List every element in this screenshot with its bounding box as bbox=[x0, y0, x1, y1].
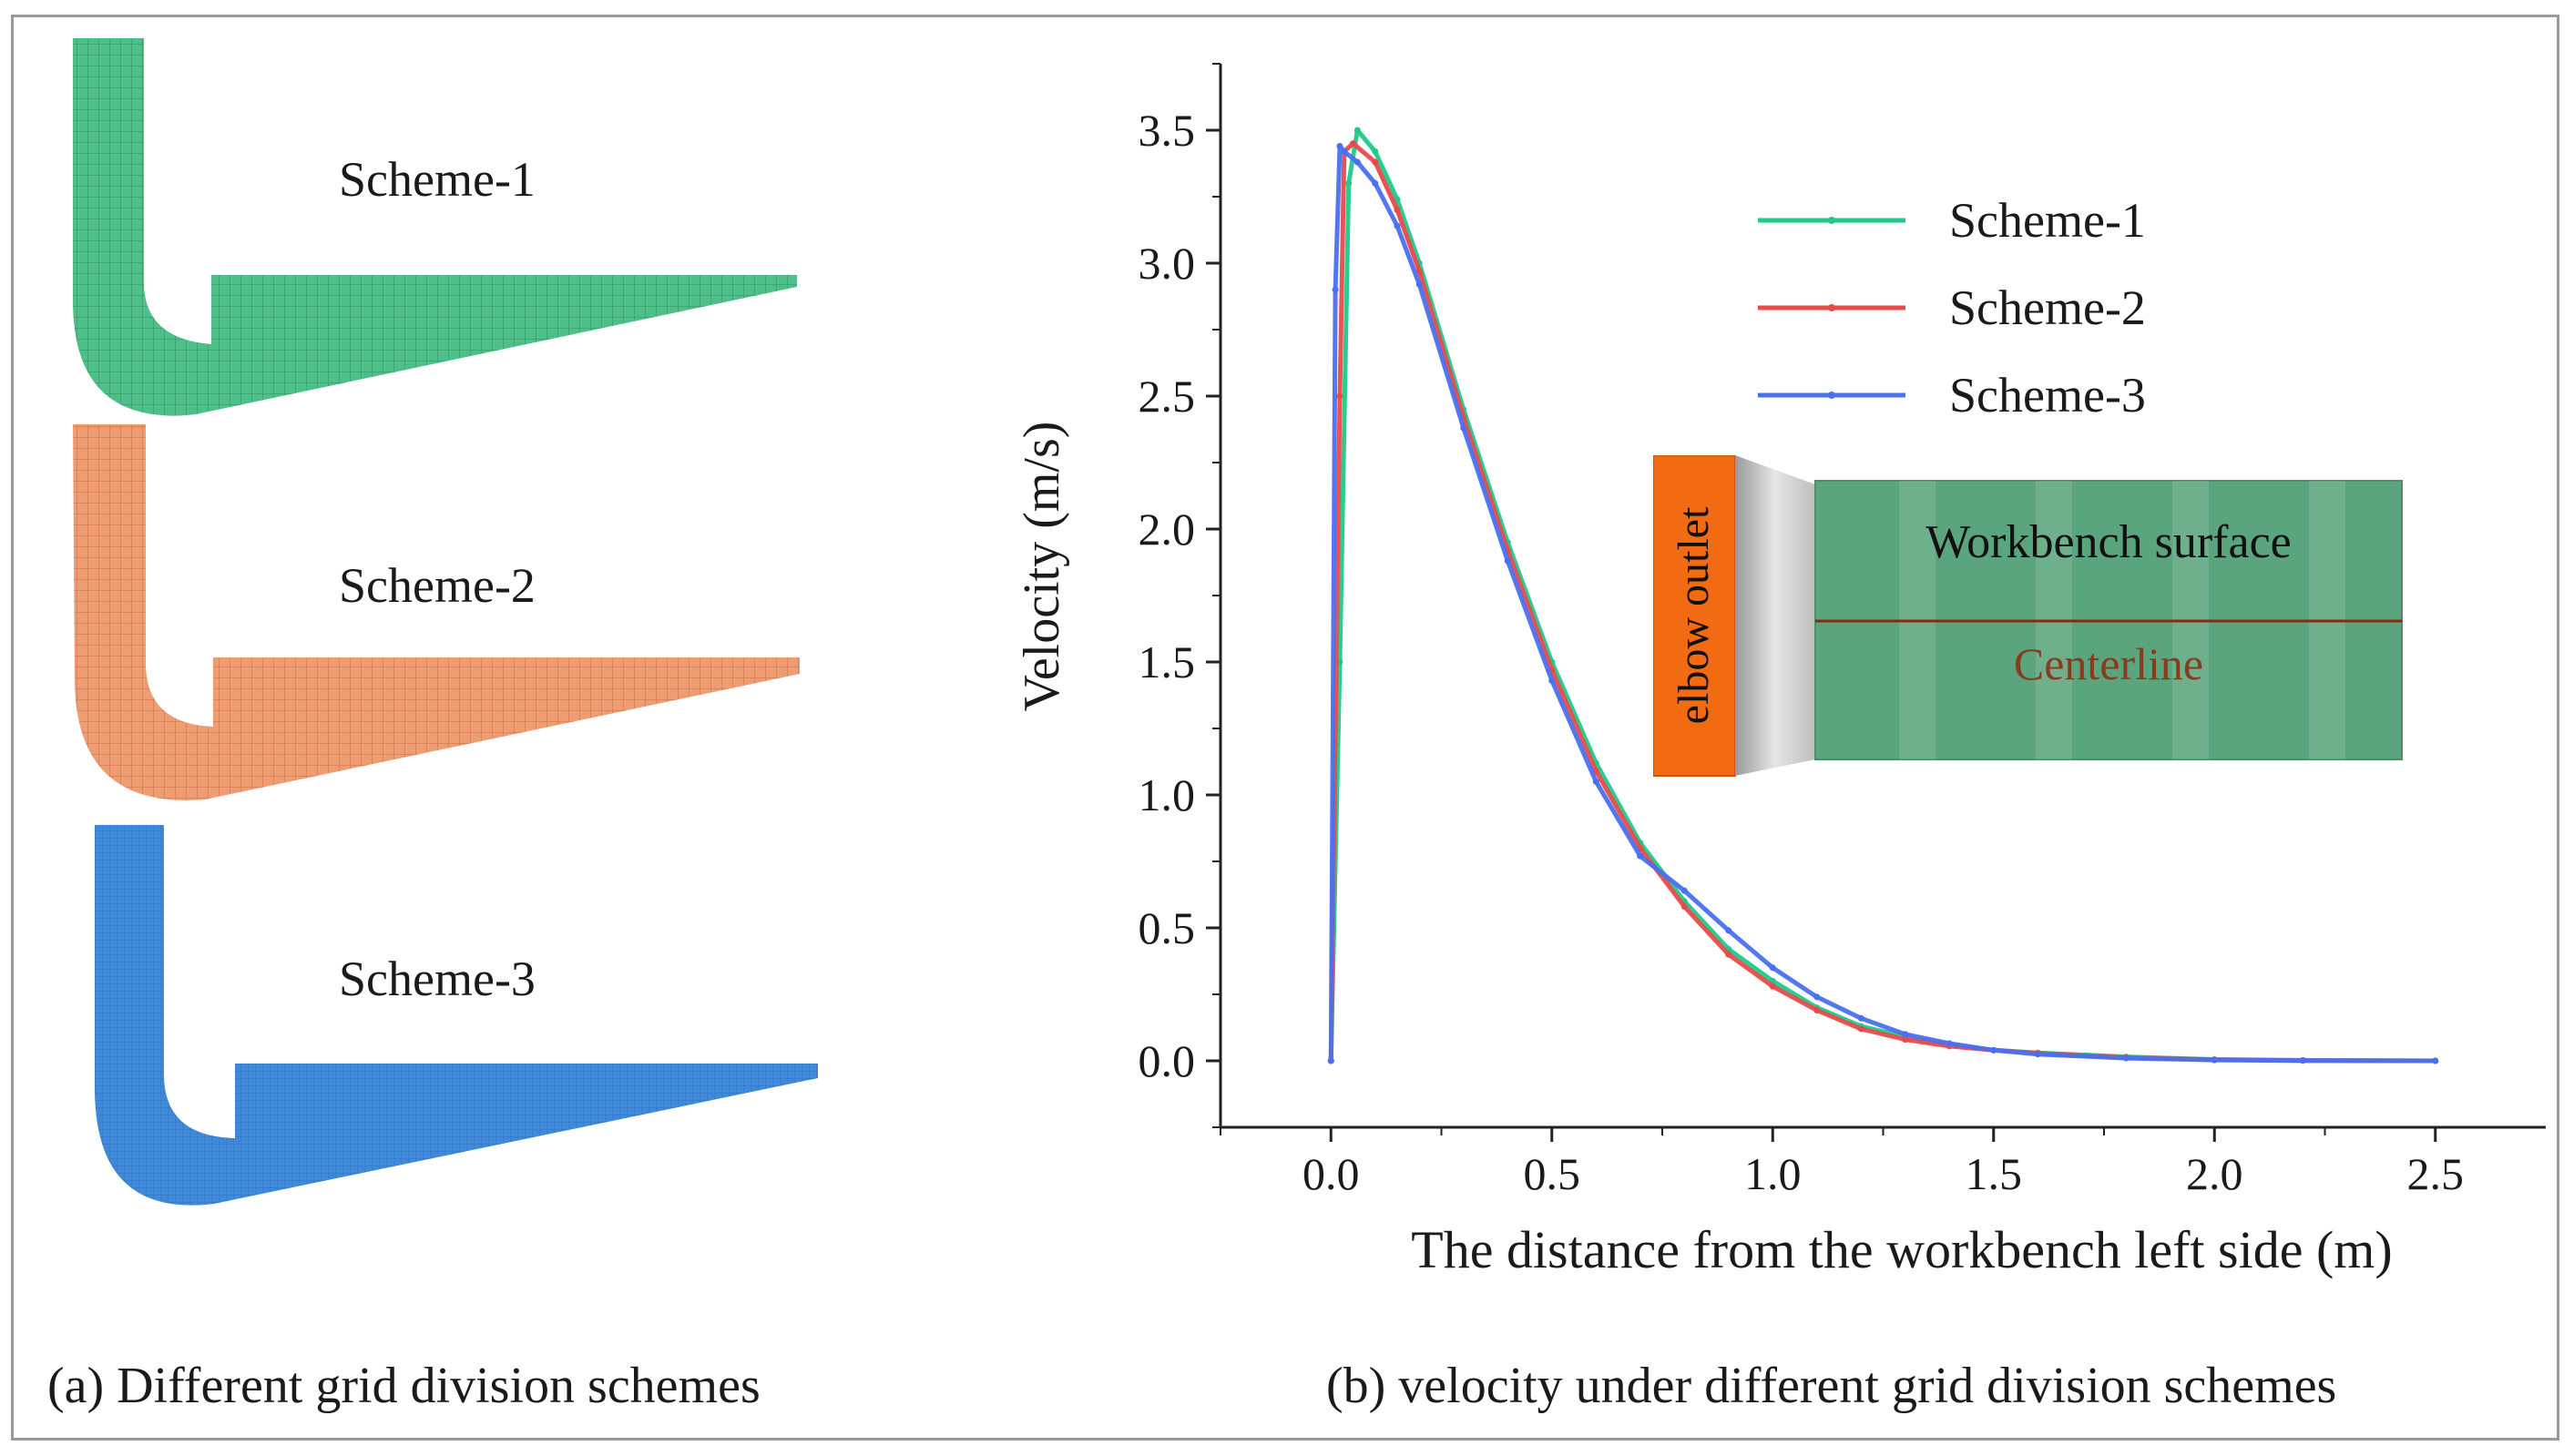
series-point-scheme-3 bbox=[1813, 993, 1821, 1001]
chart-legend: Scheme-1 Scheme-2 Scheme-3 bbox=[1758, 193, 2146, 423]
series-point-scheme-2 bbox=[1336, 392, 1343, 400]
mesh-shape-scheme-3 bbox=[95, 825, 818, 1206]
series-point-scheme-1 bbox=[1353, 127, 1361, 134]
caption-a: (a) Different grid division schemes bbox=[47, 1358, 761, 1414]
series-point-scheme-1 bbox=[1372, 148, 1379, 155]
mesh-shape-scheme-1 bbox=[73, 38, 797, 416]
series-point-scheme-2 bbox=[1394, 207, 1401, 214]
series-point-scheme-2 bbox=[1415, 268, 1423, 275]
y-tick-label: 0.0 bbox=[1139, 1035, 1196, 1086]
outlet-neck bbox=[1735, 455, 1815, 776]
figure-frame bbox=[11, 15, 2559, 1441]
series-point-scheme-3 bbox=[1548, 677, 1556, 684]
series-point-scheme-1 bbox=[1345, 179, 1353, 187]
series-point-scheme-2 bbox=[1350, 140, 1356, 148]
x-tick-label: 0.5 bbox=[1524, 1148, 1581, 1199]
elbow-outlet-block bbox=[1653, 455, 1736, 777]
y-tick-label: 3.0 bbox=[1139, 238, 1196, 289]
series-point-scheme-3 bbox=[1336, 143, 1343, 150]
legend-label-scheme-2: Scheme-2 bbox=[1949, 280, 2146, 335]
x-tick-label: 1.0 bbox=[1744, 1148, 1802, 1199]
chart-ticks: 0.0 0.5 1.0 1.5 2.0 2.5 0.0 0.5 1.0 1.5 2.0 2.5 3.0 3… bbox=[1139, 63, 2465, 1199]
legend-marker-scheme-1 bbox=[1828, 217, 1835, 224]
series-point-scheme-2 bbox=[1372, 158, 1379, 166]
series-point-scheme-3 bbox=[1990, 1046, 1997, 1054]
series-point-scheme-3 bbox=[1946, 1040, 1953, 1047]
series-point-scheme-3 bbox=[1460, 424, 1467, 432]
series-point-scheme-3 bbox=[1341, 148, 1348, 155]
series-line-scheme-3 bbox=[1328, 144, 2438, 1064]
series-point-scheme-3 bbox=[1592, 778, 1599, 785]
series-point-scheme-3 bbox=[1372, 179, 1379, 187]
series-point-scheme-3 bbox=[1332, 286, 1339, 293]
scheme-1-label: Scheme-1 bbox=[339, 152, 536, 207]
series-point-scheme-2 bbox=[1725, 951, 1732, 958]
series-point-scheme-3 bbox=[1769, 964, 1776, 972]
y-tick-label: 2.5 bbox=[1139, 371, 1196, 422]
series-point-scheme-3 bbox=[1680, 887, 1688, 894]
workbench-inset: elbow outlet Workbench surface Centerlin… bbox=[1653, 455, 2403, 777]
series-point-scheme-2 bbox=[1680, 903, 1688, 911]
caption-b: (b) velocity under different grid divisi… bbox=[1326, 1358, 2337, 1414]
y-tick-label: 1.5 bbox=[1139, 636, 1196, 687]
y-tick-label: 1.0 bbox=[1139, 769, 1196, 820]
series-point-scheme-2 bbox=[1857, 1025, 1864, 1033]
legend-label-scheme-1: Scheme-1 bbox=[1949, 193, 2146, 248]
workbench-surface-label: Workbench surface bbox=[1925, 516, 2292, 568]
y-tick-label: 0.5 bbox=[1139, 902, 1196, 953]
series-point-scheme-3 bbox=[2211, 1056, 2218, 1064]
scheme-2-label: Scheme-2 bbox=[339, 558, 536, 613]
x-tick-label: 1.5 bbox=[1966, 1148, 2023, 1199]
series-point-scheme-3 bbox=[2122, 1054, 2130, 1062]
series-point-scheme-3 bbox=[2432, 1057, 2439, 1064]
chart-series bbox=[1327, 127, 2439, 1064]
elbow-outlet-label: elbow outlet bbox=[1670, 506, 1718, 724]
series-point-scheme-3 bbox=[1725, 927, 1732, 934]
series-point-scheme-3 bbox=[2299, 1057, 2306, 1064]
legend-marker-scheme-3 bbox=[1828, 392, 1835, 399]
legend-marker-scheme-2 bbox=[1828, 304, 1835, 311]
y-tick-label: 2.0 bbox=[1139, 504, 1196, 555]
centerline-label: Centerline bbox=[2014, 638, 2203, 689]
series-point-scheme-3 bbox=[1504, 557, 1511, 565]
series-point-scheme-3 bbox=[1857, 1014, 1864, 1022]
y-tick-label: 3.5 bbox=[1139, 105, 1196, 156]
series-point-scheme-1 bbox=[1394, 196, 1401, 203]
series-point-scheme-3 bbox=[1353, 158, 1361, 166]
x-tick-label: 2.0 bbox=[2186, 1148, 2243, 1199]
series-point-scheme-3 bbox=[1394, 222, 1401, 229]
x-tick-label: 0.0 bbox=[1302, 1148, 1360, 1199]
series-point-scheme-3 bbox=[1637, 852, 1644, 860]
series-point-scheme-3 bbox=[1902, 1031, 1909, 1038]
legend-label-scheme-3: Scheme-3 bbox=[1949, 368, 2146, 423]
mesh-schemes-panel bbox=[73, 38, 818, 1206]
series-point-scheme-2 bbox=[1769, 983, 1776, 990]
series-point-scheme-2 bbox=[1813, 1007, 1821, 1014]
x-axis-label: The distance from the workbench left sid… bbox=[1411, 1220, 2392, 1279]
series-point-scheme-3 bbox=[1415, 280, 1423, 288]
y-axis-label: Velocity (m/s) bbox=[1014, 422, 1070, 712]
scheme-3-label: Scheme-3 bbox=[339, 952, 536, 1006]
series-point-scheme-3 bbox=[1327, 1057, 1334, 1064]
mesh-shape-scheme-2 bbox=[73, 424, 800, 800]
series-point-scheme-2 bbox=[1902, 1036, 1909, 1044]
series-point-scheme-3 bbox=[2034, 1051, 2041, 1058]
x-tick-label: 2.5 bbox=[2407, 1148, 2465, 1199]
